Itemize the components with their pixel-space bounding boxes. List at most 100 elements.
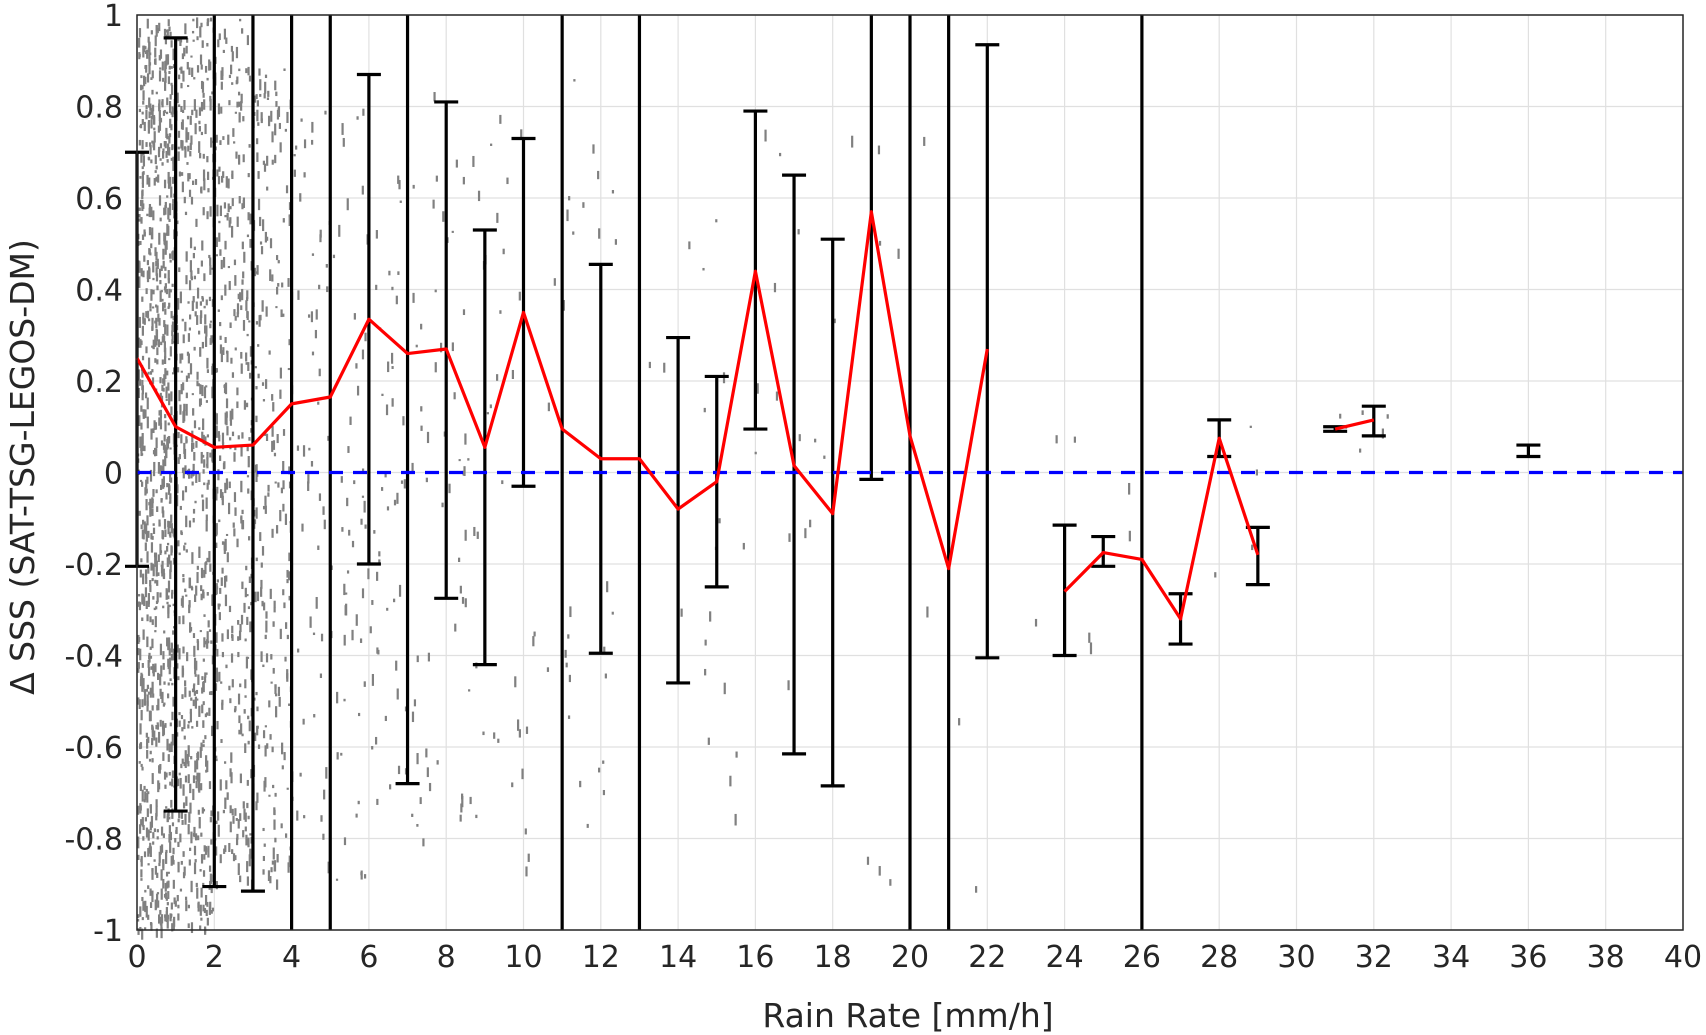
scatter-point [215,820,218,824]
scatter-point [144,50,148,55]
scatter-point [348,529,351,536]
scatter-point [170,111,173,115]
scatter-point [172,315,175,321]
scatter-point [194,179,198,185]
scatter-point [180,122,184,130]
scatter-point [211,449,214,462]
scatter-point [179,39,183,43]
scatter-point [202,153,205,159]
scatter-point [173,916,176,927]
scatter-point [265,433,269,441]
scatter-point [336,691,339,704]
scatter-point [187,824,190,835]
scatter-point [357,712,361,717]
scatter-point [191,481,194,486]
scatter-point [248,437,251,441]
scatter-point [215,586,219,590]
scatter-point [317,545,320,550]
scatter-point [462,309,466,316]
scatter-point [155,322,158,329]
scatter-point [169,118,172,128]
scatter-point [161,560,164,569]
scatter-point [764,129,767,142]
scatter-point [142,90,145,101]
scatter-point [240,723,243,735]
scatter-point [179,505,182,510]
scatter-point [203,273,206,282]
scatter-point [186,115,190,120]
scatter-point [138,139,141,146]
scatter-point [569,606,572,618]
scatter-point [162,728,165,737]
scatter-point [140,449,143,457]
scatter-point [170,186,173,198]
scatter-point [553,278,556,286]
scatter-point [163,434,166,442]
scatter-point [202,434,205,445]
scatter-point [602,760,605,764]
scatter-point [140,405,143,412]
scatter-point [193,683,196,686]
scatter-point [146,614,149,622]
scatter-point [285,185,289,194]
scatter-point [200,80,204,89]
scatter-point [141,368,144,378]
scatter-point [164,914,167,922]
scatter-point [203,676,207,683]
scatter-point [215,542,218,548]
scatter-point [180,139,183,149]
scatter-point [149,846,152,858]
scatter-point [168,393,171,406]
scatter-point [158,55,161,61]
scatter-point [246,779,249,786]
scatter-point [159,158,162,161]
scatter-point [189,363,193,375]
scatter-point [162,476,165,488]
scatter-point [206,592,209,596]
scatter-point [269,876,272,884]
scatter-point [288,595,291,601]
scatter-point [168,133,172,138]
scatter-point [140,869,143,878]
scatter-point [201,676,204,680]
scatter-point [209,873,212,884]
x-tick-label: 16 [736,940,774,975]
scatter-point [183,450,186,458]
scatter-point [215,584,218,596]
scatter-point [264,495,267,506]
scatter-point [139,199,143,207]
scatter-point [146,416,149,429]
scatter-point [215,667,219,675]
scatter-point [156,580,159,586]
scatter-point [525,726,529,734]
scatter-point [215,758,218,762]
scatter-point [200,101,204,112]
scatter-point [273,807,276,815]
scatter-point [237,293,240,300]
scatter-point [179,291,182,304]
scatter-point [225,478,229,490]
scatter-point [198,772,201,782]
scatter-point [242,116,245,122]
scatter-point [203,482,206,486]
scatter-point [161,531,165,539]
scatter-point [277,482,280,488]
scatter-point [139,784,143,791]
scatter-point [344,605,347,616]
scatter-point [187,353,190,364]
scatter-point [146,49,149,59]
scatter-point [151,705,154,711]
scatter-point [256,109,259,122]
scatter-point [139,436,142,448]
scatter-point [169,176,172,187]
scatter-point [231,408,234,420]
scatter-point [185,131,188,143]
scatter-point [191,300,194,311]
scatter-point [182,577,185,583]
scatter-point [459,814,462,822]
scatter-point [146,310,150,319]
scatter-point [164,308,167,315]
scatter-point [371,746,374,750]
scatter-point [221,699,224,706]
scatter-point [381,393,384,397]
